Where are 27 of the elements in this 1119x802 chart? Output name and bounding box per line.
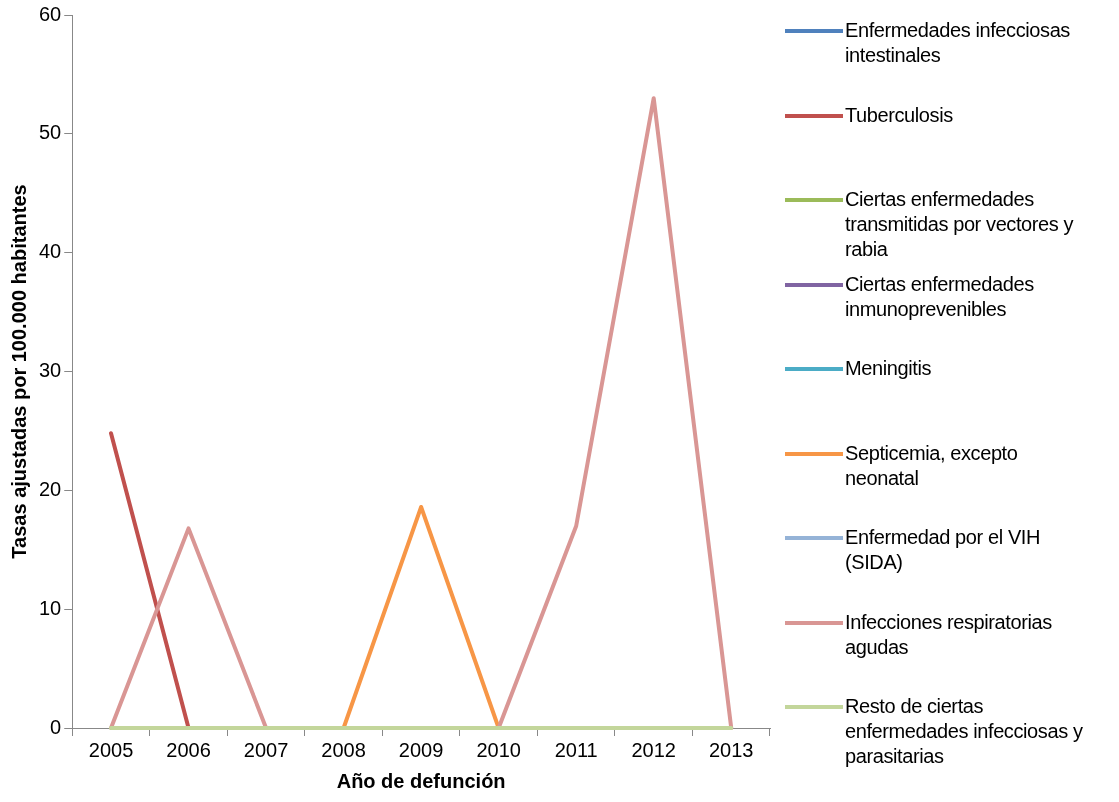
legend-label: Ciertas enfermedades transmitidas por vectores y rabia: [845, 187, 1075, 262]
y-tick-label: 50: [39, 121, 62, 144]
x-tick-label: 2006: [166, 738, 211, 761]
x-tick-label: 2005: [88, 738, 134, 761]
y-tick-label: 40: [39, 240, 62, 263]
legend-label: Ciertas enfermedades inmunoprevenibles: [845, 271, 1035, 322]
y-tick-label: 20: [39, 477, 62, 500]
x-tick-label: 2013: [708, 738, 754, 761]
legend-label: Enfermedad por el VIH (SIDA): [845, 525, 1042, 575]
legend-label: Enfermedades infecciosas intestinales: [845, 18, 1071, 68]
x-tick-label: 2007: [243, 738, 289, 761]
y-tick-label: 60: [39, 2, 62, 25]
x-tick-label: 2009: [398, 738, 444, 761]
x-tick-label: 2012: [631, 738, 676, 761]
legend-label: Septicemia, excepto neonatal: [845, 440, 1019, 491]
x-axis-title: Año de defunción: [336, 769, 506, 792]
y-tick-label: 30: [39, 359, 62, 382]
legend-label: Tuberculosis: [845, 102, 954, 128]
y-axis-title: Tasas ajustadas por 100.000 habitantes: [7, 184, 30, 559]
legend-label: Meningitis: [845, 356, 933, 381]
x-tick-label: 2008: [321, 738, 366, 761]
y-tick-label: 0: [50, 715, 62, 738]
x-tick-label: 2011: [554, 738, 598, 761]
y-tick-label: 10: [39, 596, 62, 619]
x-tick-label: 2010: [476, 738, 521, 761]
legend-label: Infecciones respiratorias agudas: [845, 609, 1053, 660]
legend-label: Resto de ciertas enfermedades infecciosas y parasitarias: [845, 694, 1084, 769]
